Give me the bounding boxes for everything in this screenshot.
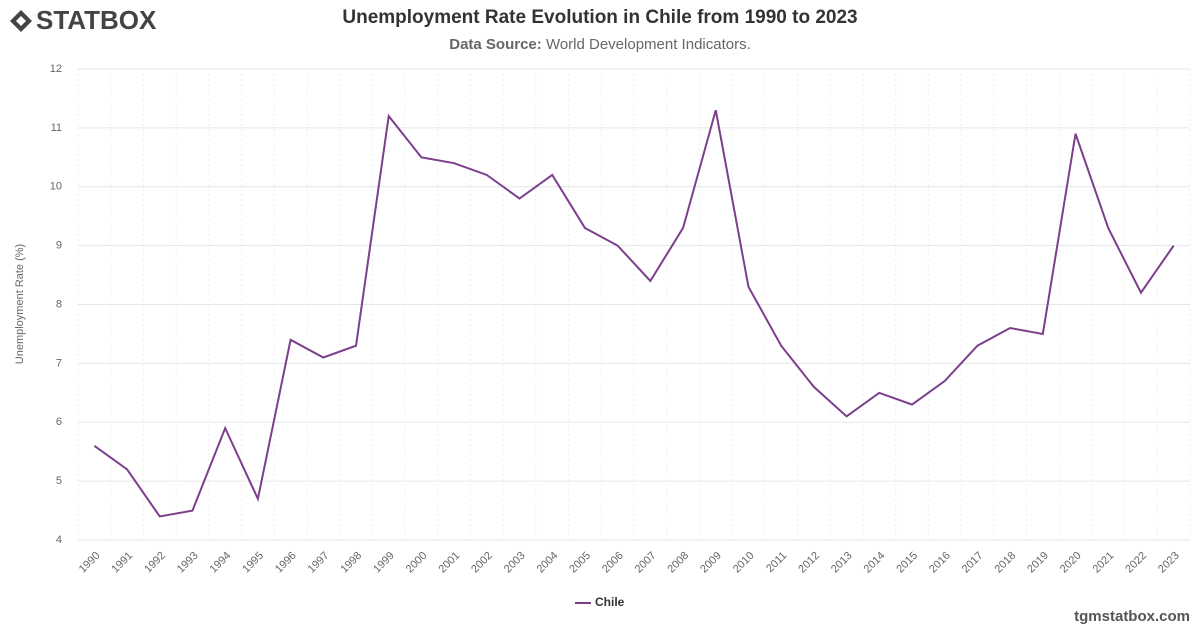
y-tick-label: 4: [56, 534, 62, 546]
x-tick-label: 2022: [1123, 550, 1149, 576]
logo-icon-inner: [16, 16, 26, 26]
x-tick-label: 1994: [208, 550, 234, 576]
x-tick-label: 2023: [1156, 550, 1182, 576]
x-tick-label: 2021: [1091, 550, 1117, 576]
y-tick-label: 12: [50, 63, 62, 75]
y-tick-label: 8: [56, 298, 62, 310]
x-tick-label: 2020: [1058, 550, 1084, 576]
x-tick-label: 2012: [796, 550, 822, 576]
logo: STATBOX: [10, 5, 157, 35]
y-axis-label: Unemployment Rate (%): [14, 244, 26, 364]
x-tick-label: 2017: [960, 550, 986, 576]
x-tick-label: 1998: [338, 550, 364, 576]
x-tick-label: 2011: [764, 550, 789, 575]
x-tick-label: 1993: [175, 550, 201, 576]
y-tick-label: 6: [56, 416, 62, 428]
chart-subtitle: Data Source: World Development Indicator…: [449, 36, 751, 53]
x-tick-label: 1990: [77, 550, 103, 576]
x-tick-label: 2010: [731, 550, 757, 576]
x-tick-label: 2007: [633, 550, 659, 576]
y-tick-label: 7: [56, 357, 62, 369]
x-tick-label: 2006: [600, 550, 626, 576]
x-tick-label: 2015: [894, 550, 920, 576]
y-tick-label: 11: [51, 122, 62, 134]
legend-label: Chile: [595, 595, 625, 609]
x-tick-label: 2004: [535, 550, 561, 576]
y-tick-label: 9: [56, 240, 62, 252]
x-tick-label: 2009: [698, 550, 724, 576]
x-tick-label: 1999: [371, 550, 397, 576]
x-tick-label: 2002: [469, 550, 495, 576]
subtitle-label: Data Source:: [449, 36, 542, 53]
x-tick-label: 2000: [404, 550, 430, 576]
x-tick-label: 1996: [273, 550, 299, 576]
x-tick-label: 1992: [142, 550, 168, 576]
x-tick-label: 2001: [436, 550, 462, 576]
x-tick-label: 2014: [862, 550, 888, 576]
x-tick-label: 2013: [829, 550, 855, 576]
x-tick-label: 2008: [665, 550, 691, 576]
x-tick-label: 1997: [306, 550, 332, 576]
logo-text: STATBOX: [36, 5, 157, 35]
x-tick-label: 2016: [927, 550, 953, 576]
y-tick-label: 10: [50, 181, 62, 193]
x-tick-label: 1995: [240, 550, 266, 576]
legend-item: Chile: [575, 595, 625, 609]
y-tick-label: 5: [56, 475, 62, 487]
x-tick-label: 2019: [1025, 550, 1051, 576]
x-tick-label: 2005: [567, 550, 593, 576]
x-tick-label: 2003: [502, 550, 528, 576]
watermark: tgmstatbox.com: [1074, 608, 1190, 625]
data-line: [93, 109, 1175, 518]
x-tick-label: 1991: [109, 550, 135, 576]
chart-title: Unemployment Rate Evolution in Chile fro…: [342, 7, 857, 28]
subtitle-text: World Development Indicators.: [546, 36, 751, 53]
x-tick-label: 2018: [992, 550, 1018, 576]
